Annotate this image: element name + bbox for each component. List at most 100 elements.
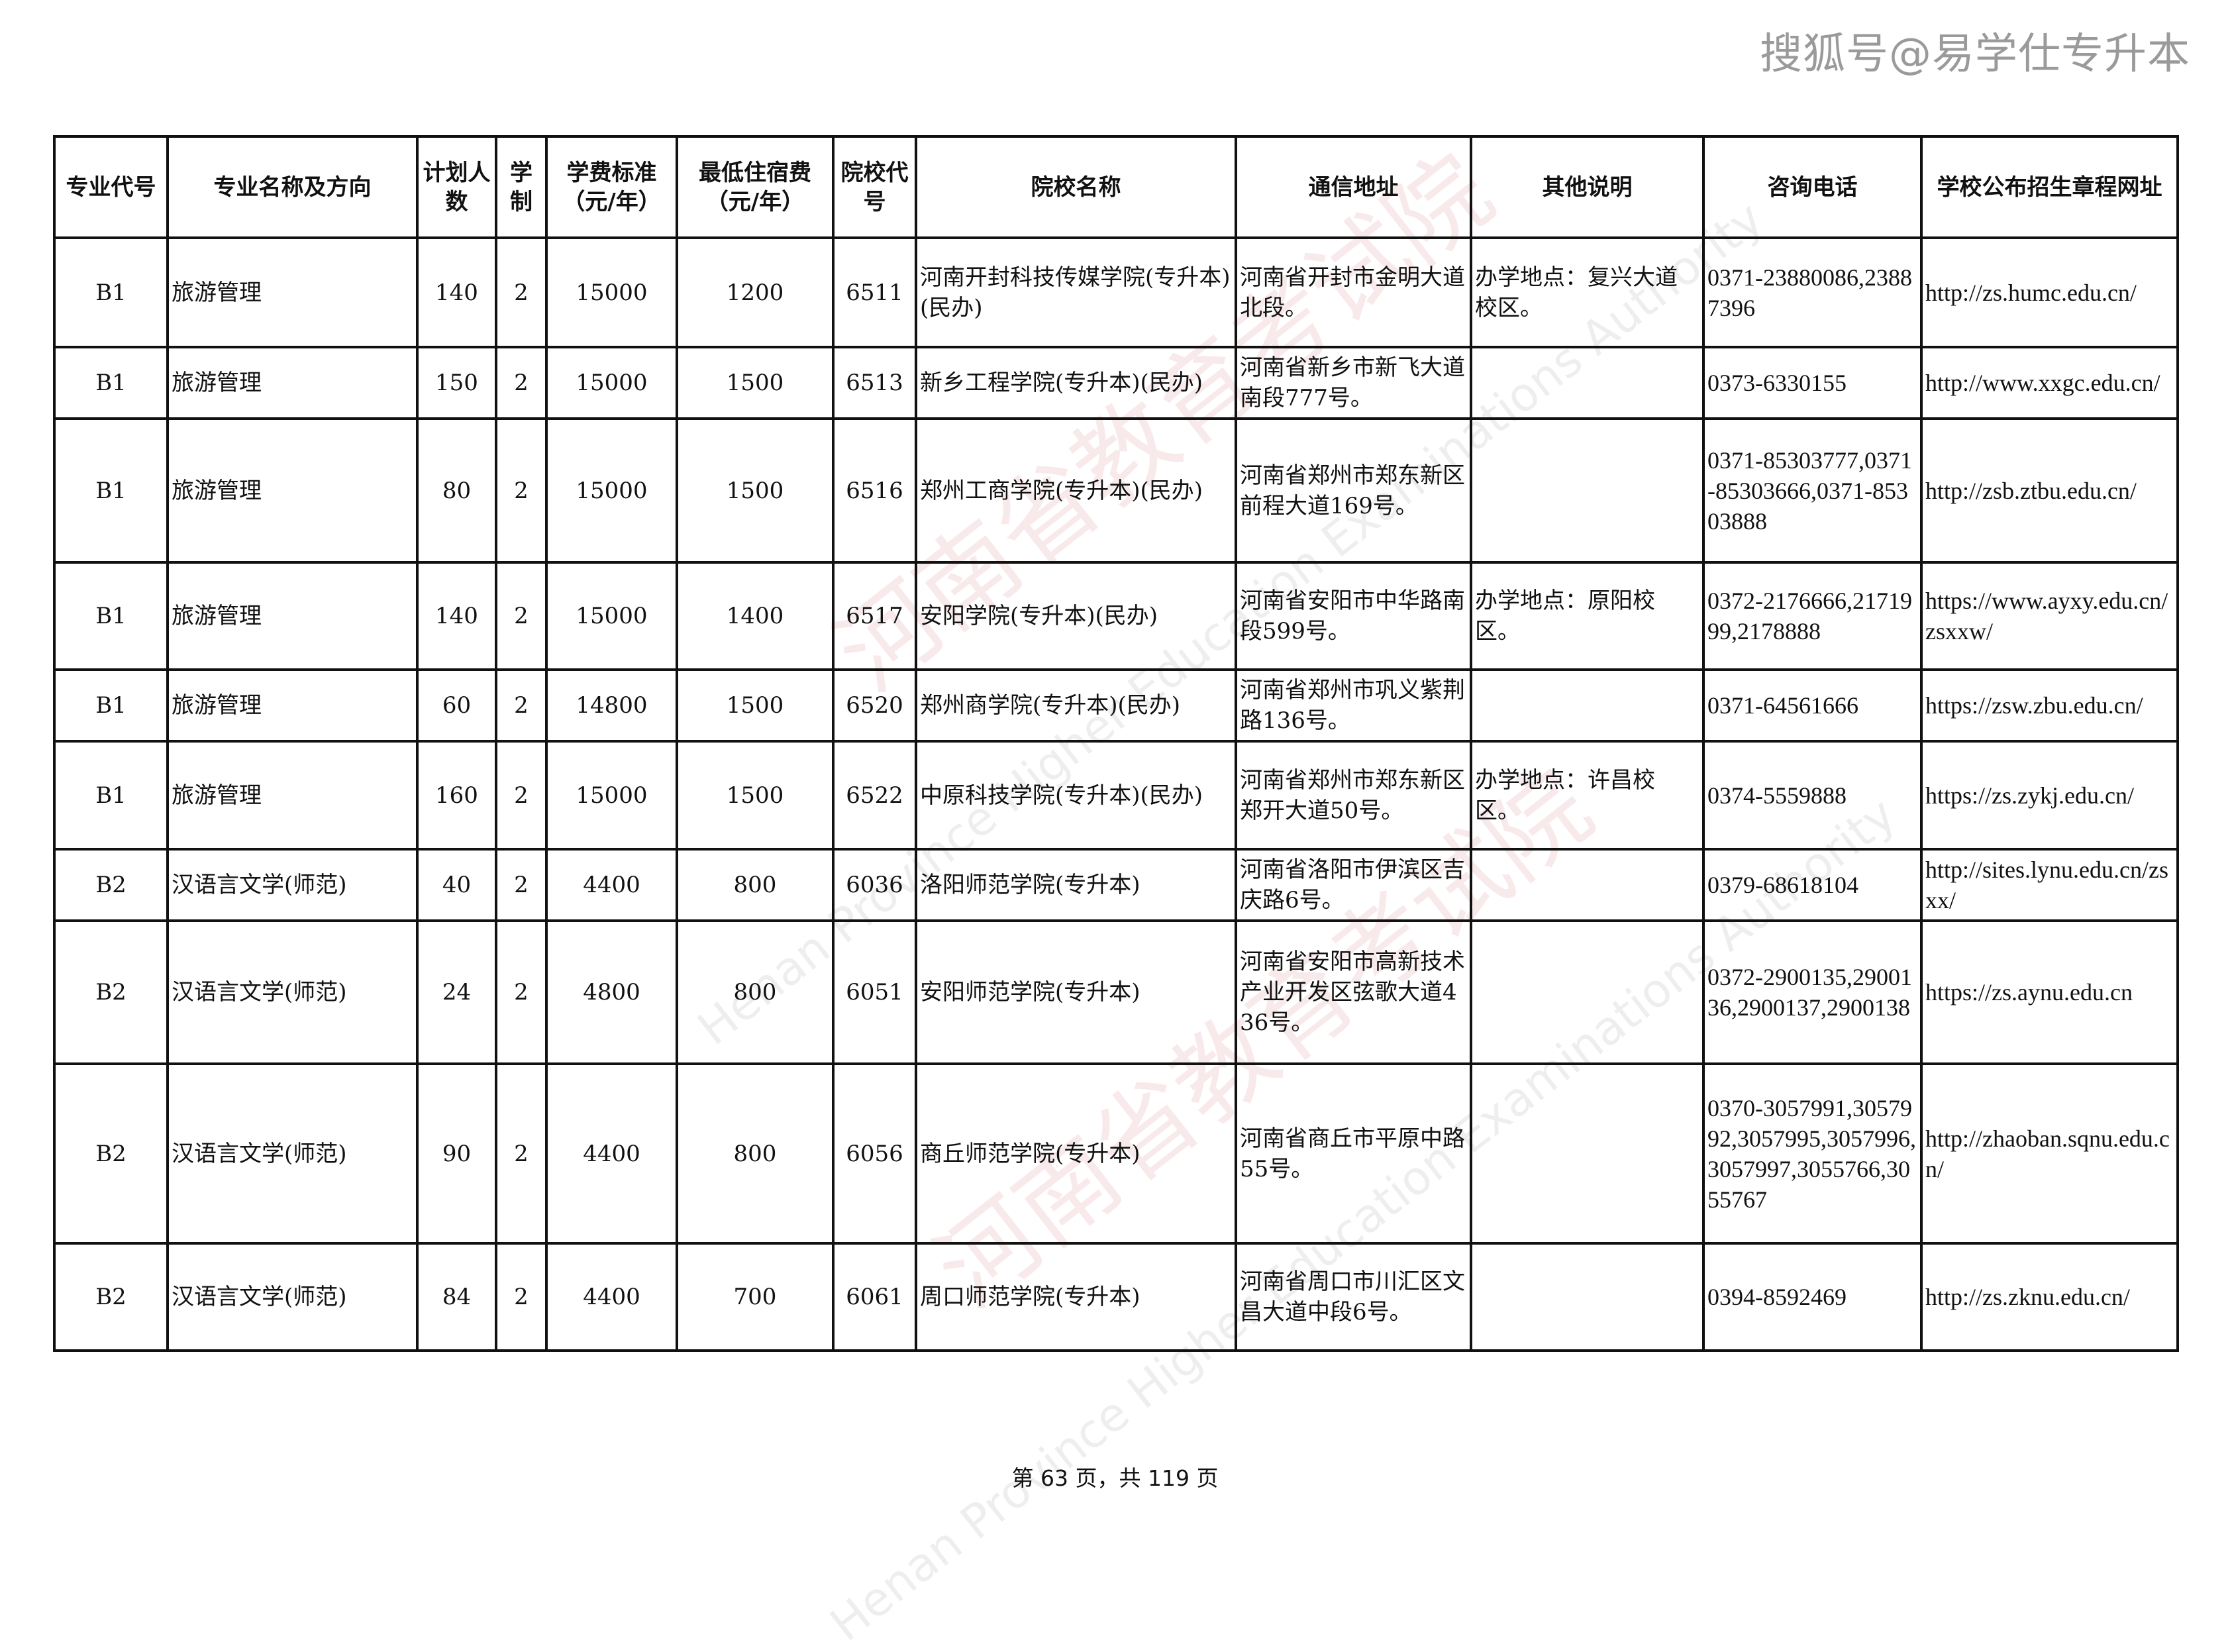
cell-years: 2 [495, 1242, 548, 1352]
cell-url: http://zs.zknu.edu.cn/ [1920, 1242, 2179, 1352]
cell-years: 2 [495, 346, 548, 420]
cell-phone: 0379-68618104 [1702, 848, 1923, 922]
cell-school-code: 6511 [832, 236, 917, 348]
cell-school: 新乡工程学院(专升本)(民办) [915, 346, 1237, 420]
cell-plan: 140 [416, 236, 497, 348]
cell-url: https://www.ayxy.edu.cn/zsxxw/ [1920, 561, 2179, 671]
cell-code: B1 [53, 561, 169, 671]
cell-school-code: 6051 [832, 919, 917, 1065]
cell-tuition: 15000 [545, 417, 678, 564]
cell-school-code: 6522 [832, 740, 917, 851]
col-notes-header: 其他说明 [1470, 135, 1705, 239]
cell-tuition: 4800 [545, 919, 678, 1065]
cell-note: 办学地点：原阳校区。 [1470, 561, 1705, 671]
cell-note [1470, 1062, 1705, 1245]
cell-code: B2 [53, 848, 169, 922]
table-row: B1 旅游管理 150 2 15000 1500 6513 新乡工程学院(专升本)(民办) 河南… [53, 346, 2179, 420]
cell-plan: 40 [416, 848, 497, 922]
cell-address: 河南省商丘市平原中路55号。 [1235, 1062, 1472, 1245]
cell-phone: 0374-5559888 [1702, 740, 1923, 851]
col-tuition-header: 学费标准（元/年） [545, 135, 678, 239]
cell-tuition: 4400 [545, 848, 678, 922]
cell-note [1470, 919, 1705, 1065]
cell-code: B2 [53, 1062, 169, 1245]
cell-tuition: 15000 [545, 236, 678, 348]
cell-url: http://zs.humc.edu.cn/ [1920, 236, 2179, 348]
cell-dorm: 1500 [676, 346, 835, 420]
col-plan-header: 计划人数 [416, 135, 497, 239]
cell-years: 2 [495, 848, 548, 922]
cell-school-code: 6036 [832, 848, 917, 922]
cell-school-code: 6061 [832, 1242, 917, 1352]
cell-years: 2 [495, 561, 548, 671]
page-number: 第 63 页，共 119 页 [1011, 1465, 1219, 1491]
cell-major: 汉语言文学(师范) [166, 848, 419, 922]
cell-school: 洛阳师范学院(专升本) [915, 848, 1237, 922]
cell-url: https://zs.zykj.edu.cn/ [1920, 740, 2179, 851]
cell-major: 旅游管理 [166, 668, 419, 743]
col-phone-header: 咨询电话 [1702, 135, 1923, 239]
cell-address: 河南省郑州市郑东新区郑开大道50号。 [1235, 740, 1472, 851]
cell-address: 河南省新乡市新飞大道南段777号。 [1235, 346, 1472, 420]
cell-address: 河南省周口市川汇区文昌大道中段6号。 [1235, 1242, 1472, 1352]
table-row: B2 汉语言文学(师范) 40 2 4400 800 6036 洛阳师范学院(专升本) 河南省洛… [53, 848, 2179, 922]
cell-address: 河南省郑州市巩义紫荆路136号。 [1235, 668, 1472, 743]
table-row: B2 汉语言文学(师范) 24 2 4800 800 6051 安阳师范学院(专升本) 河南省安… [53, 919, 2179, 1065]
cell-phone: 0371-64561666 [1702, 668, 1923, 743]
table-row: B2 汉语言文学(师范) 84 2 4400 700 6061 周口师范学院(专升本) 河南省周… [53, 1242, 2179, 1352]
table-row: B1 旅游管理 140 2 15000 1200 6511 河南开封科技传媒学院(专升本)(民… [53, 236, 2179, 348]
cell-plan: 160 [416, 740, 497, 851]
cell-url: http://zhaoban.sqnu.edu.cn/ [1920, 1062, 2179, 1245]
cell-dorm: 1500 [676, 668, 835, 743]
cell-note [1470, 668, 1705, 743]
cell-tuition: 4400 [545, 1242, 678, 1352]
cell-phone: 0371-23880086,23887396 [1702, 236, 1923, 348]
cell-dorm: 1400 [676, 561, 835, 671]
cell-url: https://zs.aynu.edu.cn [1920, 919, 2179, 1065]
cell-plan: 90 [416, 1062, 497, 1245]
cell-plan: 80 [416, 417, 497, 564]
cell-dorm: 800 [676, 848, 835, 922]
cell-dorm: 800 [676, 1062, 835, 1245]
enrollment-table: 专业代号 专业名称及方向 计划人数 学制 学费标准（元/年） 最低住宿费（元/年） 院校代号… [53, 135, 2179, 1352]
cell-plan: 60 [416, 668, 497, 743]
cell-phone: 0371-85303777,0371-85303666,0371-8530388… [1702, 417, 1923, 564]
cell-address: 河南省洛阳市伊滨区吉庆路6号。 [1235, 848, 1472, 922]
cell-school-code: 6516 [832, 417, 917, 564]
cell-note [1470, 346, 1705, 420]
cell-school-code: 6517 [832, 561, 917, 671]
cell-url: http://sites.lynu.edu.cn/zsxx/ [1920, 848, 2179, 922]
cell-school-code: 6513 [832, 346, 917, 420]
col-address-header: 通信地址 [1235, 135, 1472, 239]
cell-years: 2 [495, 668, 548, 743]
cell-tuition: 15000 [545, 346, 678, 420]
cell-note [1470, 848, 1705, 922]
cell-years: 2 [495, 740, 548, 851]
cell-major: 旅游管理 [166, 346, 419, 420]
cell-phone: 0373-6330155 [1702, 346, 1923, 420]
table-row: B1 旅游管理 80 2 15000 1500 6516 郑州工商学院(专升本)(民办) 河南省… [53, 417, 2179, 564]
cell-major: 旅游管理 [166, 561, 419, 671]
col-school-code-header: 院校代号 [832, 135, 917, 239]
cell-years: 2 [495, 919, 548, 1065]
cell-years: 2 [495, 417, 548, 564]
cell-url: http://www.xxgc.edu.cn/ [1920, 346, 2179, 420]
cell-address: 河南省开封市金明大道北段。 [1235, 236, 1472, 348]
cell-major: 汉语言文学(师范) [166, 1242, 419, 1352]
cell-dorm: 1500 [676, 417, 835, 564]
cell-school: 郑州商学院(专升本)(民办) [915, 668, 1237, 743]
cell-tuition: 15000 [545, 740, 678, 851]
cell-school: 中原科技学院(专升本)(民办) [915, 740, 1237, 851]
cell-dorm: 1200 [676, 236, 835, 348]
cell-phone: 0372-2900135,2900136,2900137,2900138 [1702, 919, 1923, 1065]
cell-major: 旅游管理 [166, 740, 419, 851]
cell-dorm: 1500 [676, 740, 835, 851]
cell-phone: 0394-8592469 [1702, 1242, 1923, 1352]
cell-dorm: 800 [676, 919, 835, 1065]
source-watermark-label: 搜狐号@易学仕专升本 [1760, 30, 2190, 79]
cell-note: 办学地点：复兴大道校区。 [1470, 236, 1705, 348]
cell-major: 汉语言文学(师范) [166, 1062, 419, 1245]
cell-code: B2 [53, 1242, 169, 1352]
cell-years: 2 [495, 236, 548, 348]
cell-code: B1 [53, 346, 169, 420]
